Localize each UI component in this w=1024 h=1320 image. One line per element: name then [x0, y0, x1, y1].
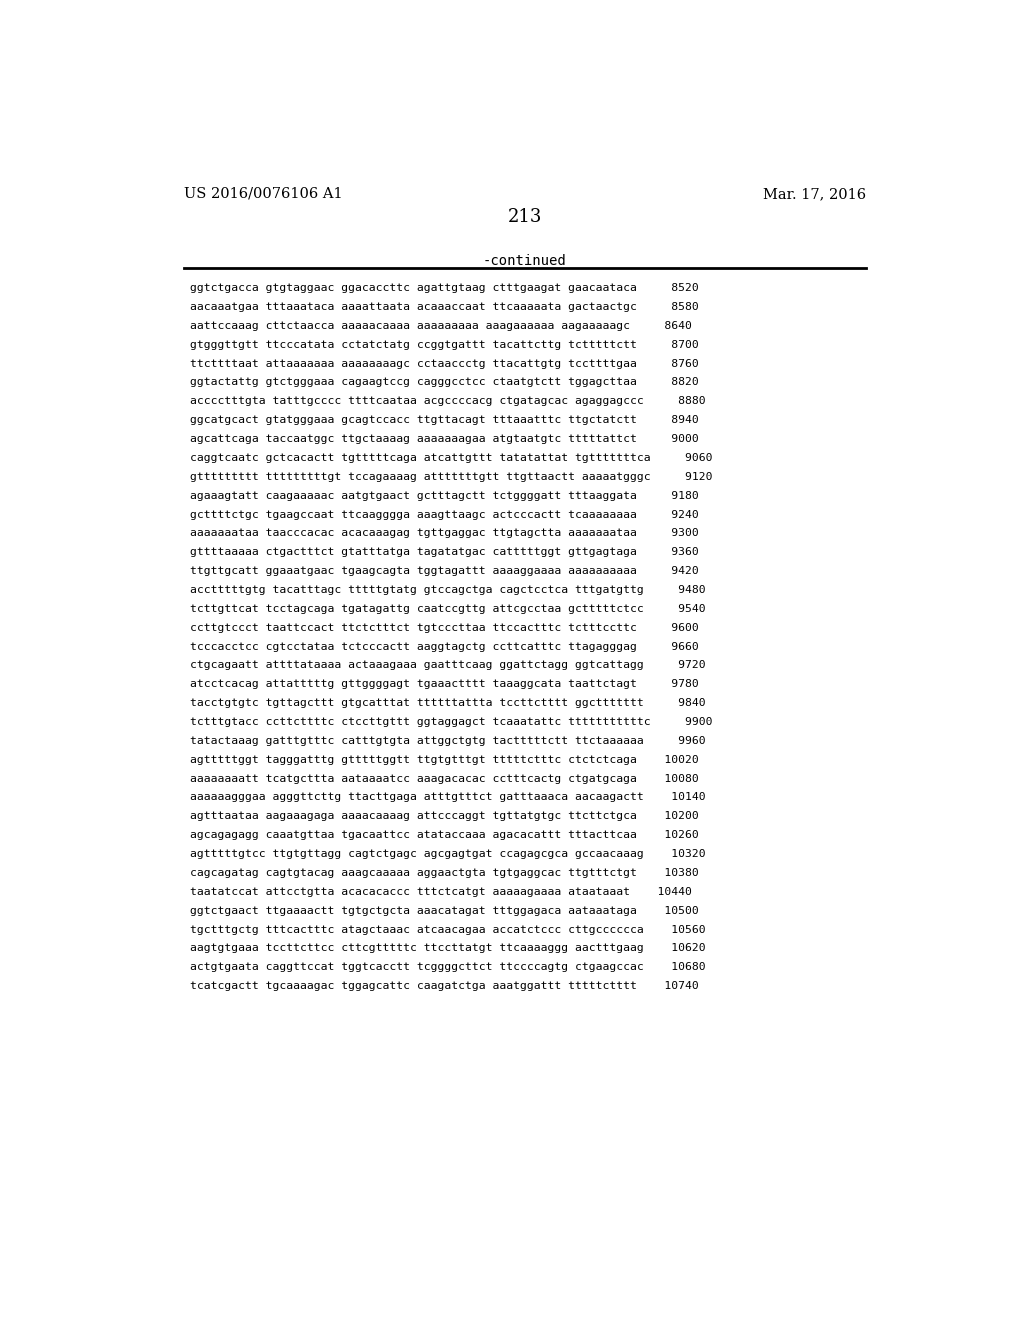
Text: tcatcgactt tgcaaaagac tggagcattc caagatctga aaatggattt tttttctttt    10740: tcatcgactt tgcaaaagac tggagcattc caagatc… — [190, 981, 698, 991]
Text: Mar. 17, 2016: Mar. 17, 2016 — [763, 187, 866, 201]
Text: ggtctgacca gtgtaggaac ggacaccttc agattgtaag ctttgaagat gaacaataca     8520: ggtctgacca gtgtaggaac ggacaccttc agattgt… — [190, 284, 698, 293]
Text: tcccacctcc cgtcctataa tctcccactt aaggtagctg ccttcatttc ttagagggag     9660: tcccacctcc cgtcctataa tctcccactt aaggtag… — [190, 642, 698, 652]
Text: agtttttggt tagggatttg gtttttggtt ttgtgtttgt tttttctttc ctctctcaga    10020: agtttttggt tagggatttg gtttttggtt ttgtgtt… — [190, 755, 698, 764]
Text: taatatccat attcctgtta acacacaccc tttctcatgt aaaaagaaaa ataataaat    10440: taatatccat attcctgtta acacacaccc tttctca… — [190, 887, 692, 896]
Text: tatactaaag gatttgtttc catttgtgta attggctgtg tactttttctt ttctaaaaaa     9960: tatactaaag gatttgtttc catttgtgta attggct… — [190, 737, 706, 746]
Text: tgctttgctg tttcactttc atagctaaac atcaacagaa accatctccc cttgcccccca    10560: tgctttgctg tttcactttc atagctaaac atcaaca… — [190, 924, 706, 935]
Text: acccctttgta tatttgcccc ttttcaataa acgccccacg ctgatagcac agaggagccc     8880: acccctttgta tatttgcccc ttttcaataa acgccc… — [190, 396, 706, 407]
Text: agcattcaga taccaatggc ttgctaaaag aaaaaaagaa atgtaatgtc tttttattct     9000: agcattcaga taccaatggc ttgctaaaag aaaaaaa… — [190, 434, 698, 444]
Text: -continued: -continued — [483, 253, 566, 268]
Text: ccttgtccct taattccact ttctctttct tgtcccttaa ttccactttc tctttccttc     9600: ccttgtccct taattccact ttctctttct tgtccct… — [190, 623, 698, 632]
Text: gtgggttgtt ttcccatata cctatctatg ccggtgattt tacattcttg tctttttctt     8700: gtgggttgtt ttcccatata cctatctatg ccggtga… — [190, 339, 698, 350]
Text: tcttgttcat tcctagcaga tgatagattg caatccgttg attcgcctaa gctttttctcc     9540: tcttgttcat tcctagcaga tgatagattg caatccg… — [190, 603, 706, 614]
Text: actgtgaata caggttccat tggtcacctt tcggggcttct ttccccagtg ctgaagccac    10680: actgtgaata caggttccat tggtcacctt tcggggc… — [190, 962, 706, 973]
Text: ggtactattg gtctgggaaa cagaagtccg cagggcctcc ctaatgtctt tggagcttaa     8820: ggtactattg gtctgggaaa cagaagtccg cagggcc… — [190, 378, 698, 388]
Text: ggcatgcact gtatgggaaa gcagtccacc ttgttacagt tttaaatttc ttgctatctt     8940: ggcatgcact gtatgggaaa gcagtccacc ttgttac… — [190, 416, 698, 425]
Text: US 2016/0076106 A1: US 2016/0076106 A1 — [183, 187, 342, 201]
Text: aacaaatgaa tttaaataca aaaattaata acaaaccaat ttcaaaaata gactaactgc     8580: aacaaatgaa tttaaataca aaaattaata acaaacc… — [190, 302, 698, 312]
Text: aaaaaagggaa agggttcttg ttacttgaga atttgtttct gatttaaaca aacaagactt    10140: aaaaaagggaa agggttcttg ttacttgaga atttgt… — [190, 792, 706, 803]
Text: aaaaaaataa taacccacac acacaaagag tgttgaggac ttgtagctta aaaaaaataa     9300: aaaaaaataa taacccacac acacaaagag tgttgag… — [190, 528, 698, 539]
Text: aaaaaaaatt tcatgcttta aataaaatcc aaagacacac cctttcactg ctgatgcaga    10080: aaaaaaaatt tcatgcttta aataaaatcc aaagaca… — [190, 774, 698, 784]
Text: gttttaaaaa ctgactttct gtatttatga tagatatgac catttttggt gttgagtaga     9360: gttttaaaaa ctgactttct gtatttatga tagatat… — [190, 548, 698, 557]
Text: caggtcaatc gctcacactt tgtttttcaga atcattgttt tatatattat tgtttttttca     9060: caggtcaatc gctcacactt tgtttttcaga atcatt… — [190, 453, 713, 463]
Text: tctttgtacc ccttcttttc ctccttgttt ggtaggagct tcaaatattc tttttttttttc     9900: tctttgtacc ccttcttttc ctccttgttt ggtagga… — [190, 717, 713, 727]
Text: acctttttgtg tacatttagc tttttgtatg gtccagctga cagctcctca tttgatgttg     9480: acctttttgtg tacatttagc tttttgtatg gtccag… — [190, 585, 706, 595]
Text: agtttaataa aagaaagaga aaaacaaaag attcccaggt tgttatgtgc ttcttctgca    10200: agtttaataa aagaaagaga aaaacaaaag attccca… — [190, 812, 698, 821]
Text: aattccaaag cttctaacca aaaaacaaaa aaaaaaaaa aaagaaaaaa aagaaaaagc     8640: aattccaaag cttctaacca aaaaacaaaa aaaaaaa… — [190, 321, 692, 331]
Text: tacctgtgtc tgttagcttt gtgcatttat ttttttattta tccttctttt ggcttttttt     9840: tacctgtgtc tgttagcttt gtgcatttat tttttta… — [190, 698, 706, 708]
Text: ctgcagaatt attttataaaa actaaagaaa gaatttcaag ggattctagg ggtcattagg     9720: ctgcagaatt attttataaaa actaaagaaa gaattt… — [190, 660, 706, 671]
Text: agcagagagg caaatgttaa tgacaattcc atataccaaa agacacattt tttacttcaa    10260: agcagagagg caaatgttaa tgacaattcc atatacc… — [190, 830, 698, 841]
Text: 213: 213 — [508, 209, 542, 227]
Text: agtttttgtcc ttgtgttagg cagtctgagc agcgagtgat ccagagcgca gccaacaaag    10320: agtttttgtcc ttgtgttagg cagtctgagc agcgag… — [190, 849, 706, 859]
Text: gcttttctgc tgaagccaat ttcaagggga aaagttaagc actcccactt tcaaaaaaaa     9240: gcttttctgc tgaagccaat ttcaagggga aaagtta… — [190, 510, 698, 520]
Text: ggtctgaact ttgaaaactt tgtgctgcta aaacatagat tttggagaca aataaataga    10500: ggtctgaact ttgaaaactt tgtgctgcta aaacata… — [190, 906, 698, 916]
Text: cagcagatag cagtgtacag aaagcaaaaa aggaactgta tgtgaggcac ttgtttctgt    10380: cagcagatag cagtgtacag aaagcaaaaa aggaact… — [190, 869, 698, 878]
Text: ttgttgcatt ggaaatgaac tgaagcagta tggtagattt aaaaggaaaa aaaaaaaaaa     9420: ttgttgcatt ggaaatgaac tgaagcagta tggtaga… — [190, 566, 698, 576]
Text: atcctcacag attatttttg gttggggagt tgaaactttt taaaggcata taattctagt     9780: atcctcacag attatttttg gttggggagt tgaaact… — [190, 680, 698, 689]
Text: agaaagtatt caagaaaaac aatgtgaact gctttagctt tctggggatt tttaaggata     9180: agaaagtatt caagaaaaac aatgtgaact gctttag… — [190, 491, 698, 500]
Text: aagtgtgaaa tccttcttcc cttcgtttttc ttccttatgt ttcaaaaggg aactttgaag    10620: aagtgtgaaa tccttcttcc cttcgtttttc ttcctt… — [190, 944, 706, 953]
Text: ttcttttaat attaaaaaaa aaaaaaaagc cctaaccctg ttacattgtg tccttttgaa     8760: ttcttttaat attaaaaaaa aaaaaaaagc cctaacc… — [190, 359, 698, 368]
Text: gttttttttt tttttttttgt tccagaaaag atttttttgtt ttgttaactt aaaaatgggc     9120: gttttttttt tttttttttgt tccagaaaag attttt… — [190, 471, 713, 482]
